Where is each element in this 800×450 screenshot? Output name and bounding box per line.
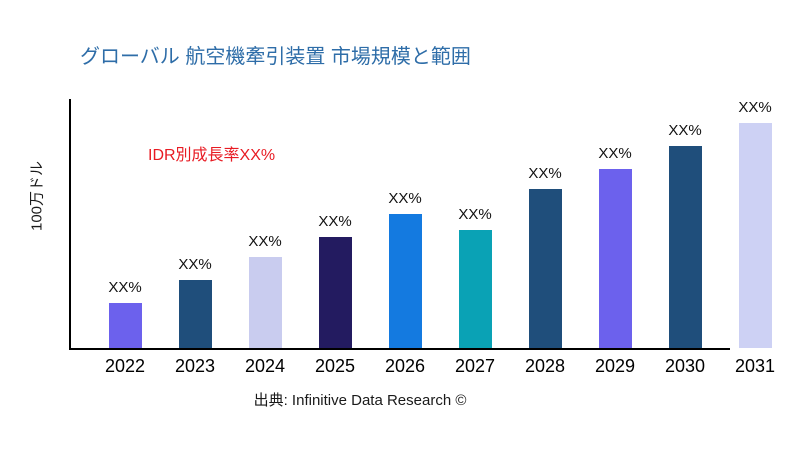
bar-slot-2026: XX% 2026 [370,99,440,376]
bar-slot-2030: XX% 2030 [650,99,720,376]
x-tick-label: 2022 [104,356,146,376]
bar-value-label: XX% [668,122,702,139]
x-tick-label: 2030 [664,356,706,376]
bar-slot-2024: XX% 2024 [230,99,300,376]
bar-2022 [108,303,142,348]
bar-slot-2022: XX% 2022 [90,99,160,376]
bar-2023 [178,280,212,348]
x-tick-label: 2028 [524,356,566,376]
bar-slot-2028: XX% 2028 [510,99,580,376]
x-axis-line [69,348,730,350]
bar-2031 [738,123,772,348]
bar-slot-2029: XX% 2029 [580,99,650,376]
bar-2026 [388,214,422,348]
bar-slot-2027: XX% 2027 [440,99,510,376]
chart-title: グローバル 航空機牽引装置 市場規模と範囲 [80,46,471,68]
bar-value-label: XX% [318,213,352,230]
source-caption: 出典: Infinitive Data Research © [253,392,467,409]
bar-value-label: XX% [388,190,422,207]
x-tick-label: 2027 [454,356,496,376]
bar-value-label: XX% [108,279,142,296]
bar-slot-2023: XX% 2023 [160,99,230,376]
bar-2028 [528,189,562,348]
bar-2030 [668,146,702,348]
bar-2027 [458,230,492,348]
x-tick-label: 2026 [384,356,426,376]
growth-rate-annotation: IDR別成長率XX% [148,147,276,164]
bar-value-label: XX% [248,233,282,250]
x-tick-label: 2023 [174,356,216,376]
bar-value-label: XX% [458,206,492,223]
x-tick-label: 2025 [314,356,356,376]
x-tick-label: 2029 [594,356,636,376]
y-axis-line [69,99,71,350]
bar-2025 [318,237,352,348]
bar-series: XX% 2022 XX% 2023 XX% 2024 XX% 2025 XX% 2026 XX% 20… [90,99,790,376]
x-tick-label: 2024 [244,356,286,376]
bar-value-label: XX% [528,165,562,182]
bar-2024 [248,257,282,348]
bar-2029 [598,169,632,348]
y-axis-label: 100万ドル [28,160,46,232]
bar-value-label: XX% [178,256,212,273]
bar-value-label: XX% [598,145,632,162]
bar-slot-2025: XX% 2025 [300,99,370,376]
bar-value-label: XX% [738,99,772,116]
x-tick-label: 2031 [734,356,776,376]
bar-slot-2031: XX% 2031 [720,99,790,376]
